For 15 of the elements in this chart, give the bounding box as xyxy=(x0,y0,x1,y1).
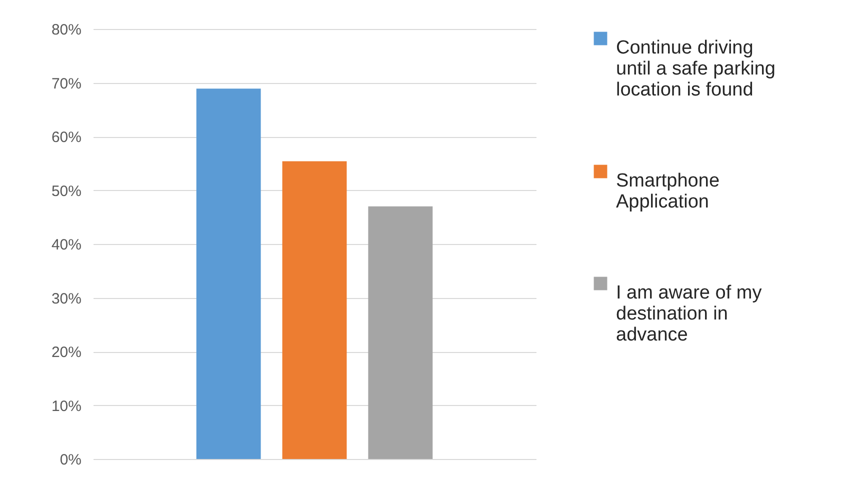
bar xyxy=(368,206,433,459)
bar xyxy=(282,161,347,459)
y-tick-label: 50% xyxy=(51,182,82,200)
y-tick-label: 40% xyxy=(51,236,82,254)
bar xyxy=(196,88,261,459)
legend-label: Continue driving until a safe parking location is found xyxy=(616,38,776,100)
y-tick-label: 10% xyxy=(51,398,82,415)
y-tick-label: 70% xyxy=(51,75,82,92)
legend-label: Smartphone Application xyxy=(616,170,720,212)
y-tick-label: 80% xyxy=(51,22,82,38)
y-tick-label: 30% xyxy=(51,290,82,308)
y-tick-label: 60% xyxy=(51,129,82,146)
legend-label: I am aware of my destination in advance xyxy=(616,282,762,346)
y-tick-label: 0% xyxy=(60,452,82,468)
y-tick-label: 20% xyxy=(51,344,82,361)
